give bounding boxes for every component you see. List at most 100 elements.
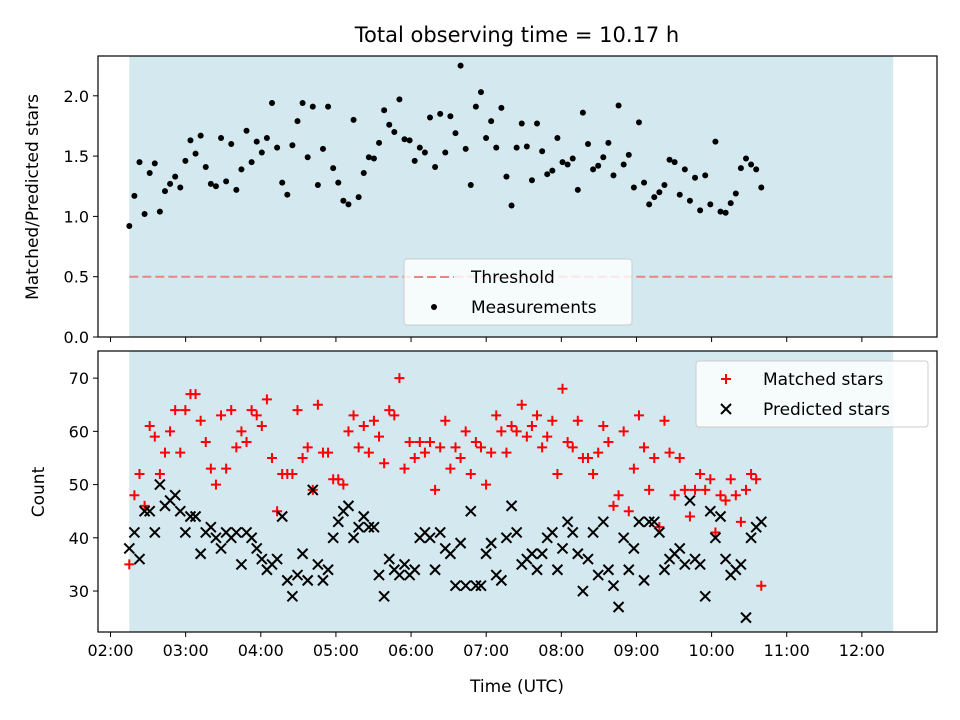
predicted-point xyxy=(322,564,334,576)
y-tick-label: 70 xyxy=(69,369,89,388)
measurement-point xyxy=(457,62,464,69)
matched-point xyxy=(221,463,232,474)
measurement-point xyxy=(559,159,566,166)
matched-point xyxy=(588,468,599,479)
predicted-point xyxy=(546,526,559,539)
measurement-point xyxy=(391,128,398,135)
predicted-point xyxy=(735,558,747,571)
predicted-point xyxy=(230,526,243,539)
matched-point xyxy=(567,442,578,453)
matched-point xyxy=(679,484,690,495)
measurement-point xyxy=(702,172,709,179)
matched-point xyxy=(730,490,741,501)
matched-point xyxy=(623,506,634,517)
legend-measurement-swatch xyxy=(431,304,437,310)
matched-point xyxy=(409,452,420,463)
measurement-point xyxy=(427,114,434,121)
legend-threshold-label: Threshold xyxy=(470,268,555,288)
matched-point xyxy=(746,468,757,479)
predicted-point xyxy=(393,569,406,581)
matched-point xyxy=(297,452,308,463)
predicted-point xyxy=(133,553,146,565)
matched-point xyxy=(618,426,629,437)
measurement-point xyxy=(314,182,321,189)
predicted-point xyxy=(500,532,513,544)
measurement-point xyxy=(243,127,250,134)
measurement-point xyxy=(192,150,199,157)
matched-point xyxy=(144,421,155,432)
measurement-point xyxy=(742,155,749,162)
matched-point xyxy=(348,410,359,421)
predicted-point xyxy=(363,521,375,533)
legend-predicted-swatch xyxy=(720,403,732,415)
measurement-point xyxy=(442,149,449,156)
predicted-point xyxy=(347,532,360,544)
predicted-point xyxy=(623,564,635,576)
measurement-point xyxy=(146,169,153,176)
y-tick-label: 60 xyxy=(69,422,89,441)
measurement-point xyxy=(248,159,255,166)
matched-point xyxy=(715,490,726,501)
matched-point xyxy=(440,415,451,426)
series-matched-stars xyxy=(124,373,767,591)
x-axis-label: Time (UTC) xyxy=(469,677,564,697)
predicted-point xyxy=(215,542,227,555)
measurement-point xyxy=(172,173,179,180)
measurement-point xyxy=(585,141,592,148)
measurement-point xyxy=(641,179,648,186)
predicted-point xyxy=(276,510,288,523)
matched-point xyxy=(379,458,390,469)
predicted-point xyxy=(556,542,569,555)
y-tick-label: 1.5 xyxy=(64,147,89,166)
measurement-point xyxy=(269,100,276,107)
matched-point xyxy=(690,484,701,495)
predicted-point xyxy=(291,569,304,581)
legend-predicted-label: Predicted stars xyxy=(763,400,890,420)
matched-point xyxy=(404,437,415,448)
measurement-point xyxy=(156,208,163,215)
predicted-point xyxy=(444,548,457,560)
measurement-point xyxy=(212,183,219,190)
predicted-point xyxy=(307,484,319,496)
matched-point xyxy=(756,580,767,591)
measurement-point xyxy=(421,149,428,156)
predicted-point xyxy=(352,521,365,533)
predicted-point xyxy=(449,579,462,592)
matched-point xyxy=(521,431,532,442)
matched-point xyxy=(267,452,278,463)
predicted-point xyxy=(138,505,151,517)
x-tick-label: 09:00 xyxy=(613,641,659,660)
measurement-point xyxy=(727,200,734,207)
matched-point xyxy=(664,447,675,458)
predicted-point xyxy=(271,553,283,565)
measurement-point xyxy=(692,174,699,181)
measurement-point xyxy=(503,173,510,180)
measurement-point xyxy=(141,210,148,217)
measurement-point xyxy=(625,151,632,158)
matched-point xyxy=(465,468,476,479)
predicted-point xyxy=(567,526,579,539)
predicted-point xyxy=(582,553,594,565)
measurement-point xyxy=(330,165,337,172)
matched-point xyxy=(175,447,186,458)
predicted-point xyxy=(342,500,355,512)
measurement-point xyxy=(534,120,541,127)
matched-point xyxy=(491,410,502,421)
matched-point xyxy=(460,426,471,437)
matched-point xyxy=(231,442,242,453)
predicted-point xyxy=(628,542,640,555)
matched-point xyxy=(159,447,170,458)
measurement-point xyxy=(136,159,143,166)
measurement-point xyxy=(309,103,316,110)
predicted-point xyxy=(643,516,655,528)
matched-point xyxy=(256,421,267,432)
matched-point xyxy=(323,447,334,458)
y-tick-label: 0.0 xyxy=(64,328,89,347)
predicted-point xyxy=(189,510,202,523)
matched-point xyxy=(445,463,456,474)
matched-point xyxy=(720,495,731,506)
measurement-point xyxy=(218,135,225,142)
measurement-point xyxy=(177,184,184,191)
measurement-point xyxy=(722,209,729,216)
matched-point xyxy=(261,394,272,405)
